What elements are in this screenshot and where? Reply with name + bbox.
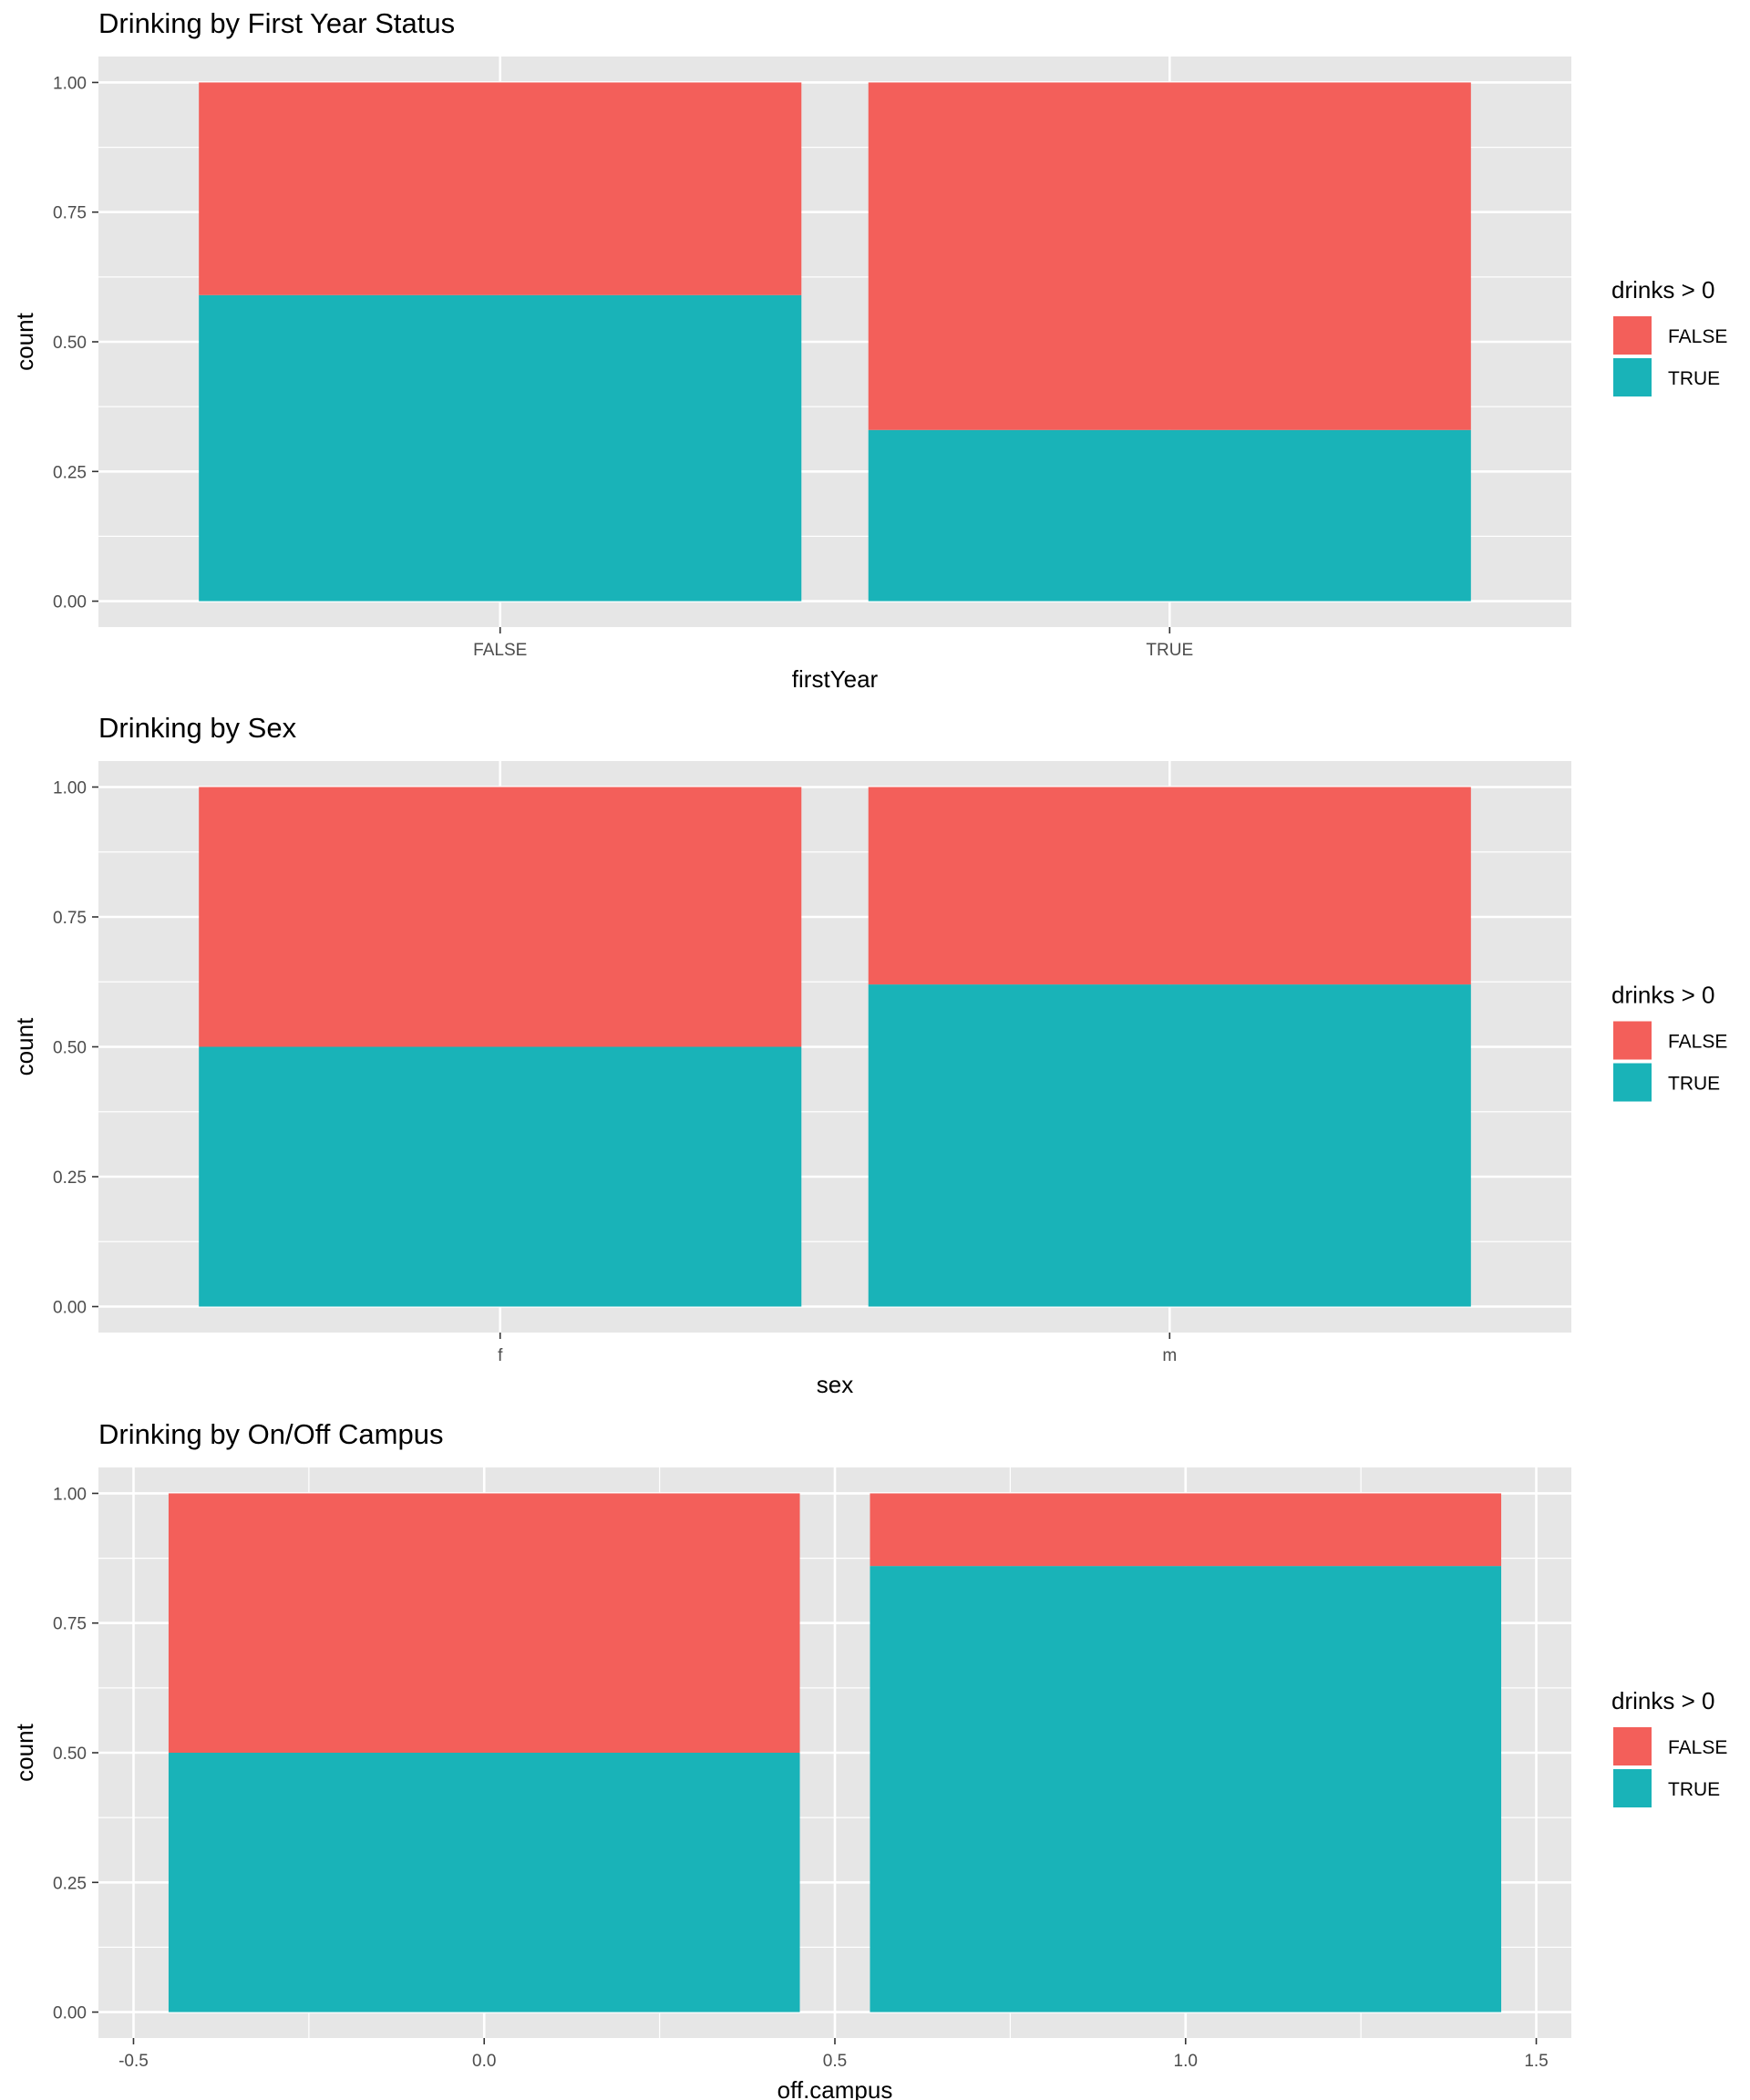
legend-label: FALSE	[1668, 1032, 1727, 1053]
y-axis-title: count	[11, 1017, 38, 1076]
y-tick-label: 0.25	[53, 1874, 87, 1893]
x-tick-label: 0.0	[472, 2052, 496, 2071]
bar-false-1	[199, 787, 802, 1047]
y-tick-label: 0.50	[53, 334, 87, 353]
legend: drinks > 0 FALSE TRUE	[1611, 1687, 1727, 1807]
bar-true-1	[199, 1046, 802, 1307]
x-tick-label: FALSE	[473, 641, 527, 660]
legend-label: FALSE	[1668, 326, 1727, 347]
y-tick-label: 0.00	[53, 593, 87, 612]
chart-1: 0.00 0.25 0.50 0.75 1.00 FALSE TRUE Drinking by…	[11, 7, 1727, 693]
y-tick-label: 0.50	[53, 1039, 87, 1058]
x-tick-label: f	[498, 1346, 503, 1365]
x-tick-label: m	[1162, 1346, 1177, 1365]
y-axis-title: count	[11, 312, 38, 370]
legend-key-false	[1613, 316, 1652, 355]
bar-true-1	[168, 1753, 800, 2012]
legend-label: TRUE	[1668, 1779, 1720, 1800]
y-tick-label: 0.00	[53, 1299, 87, 1318]
legend-label: TRUE	[1668, 1074, 1720, 1095]
chart-2: 0.00 0.25 0.50 0.75 1.00 f m Drinking by Sex sex…	[11, 712, 1727, 1398]
bar-true-2	[868, 984, 1471, 1307]
x-tick-label: 0.5	[823, 2052, 847, 2071]
y-tick-label: 1.00	[53, 1485, 87, 1504]
x-tick-label: TRUE	[1146, 641, 1193, 660]
legend: drinks > 0 FALSE TRUE	[1611, 276, 1727, 396]
bar-false-1	[168, 1493, 800, 1753]
x-axis-title: firstYear	[792, 665, 879, 693]
legend-key-true	[1613, 358, 1652, 396]
y-tick-label: 0.75	[53, 204, 87, 223]
bar-false-1	[199, 82, 802, 295]
bar-true-2	[870, 1566, 1502, 2012]
y-axis-title: count	[11, 1723, 38, 1781]
legend-title: drinks > 0	[1611, 982, 1714, 1009]
chart-title: Drinking by First Year Status	[98, 7, 455, 39]
legend-label: FALSE	[1668, 1737, 1727, 1758]
legend-title: drinks > 0	[1611, 1687, 1714, 1714]
chart-title: Drinking by On/Off Campus	[98, 1418, 443, 1450]
x-axis-title: sex	[817, 1371, 853, 1398]
legend-key-false	[1613, 1021, 1652, 1060]
bar-false-2	[868, 787, 1471, 985]
legend-key-false	[1613, 1727, 1652, 1765]
legend-label: TRUE	[1668, 368, 1720, 389]
y-tick-label: 1.00	[53, 74, 87, 93]
y-tick-label: 0.00	[53, 2004, 87, 2023]
bar-true-2	[868, 429, 1471, 602]
y-tick-label: 0.25	[53, 463, 87, 482]
legend: drinks > 0 FALSE TRUE	[1611, 982, 1727, 1102]
y-tick-label: 0.25	[53, 1168, 87, 1188]
y-tick-label: 1.00	[53, 779, 87, 798]
bar-true-1	[199, 294, 802, 602]
x-axis-title: off.campus	[777, 2076, 893, 2100]
y-tick-label: 0.75	[53, 1615, 87, 1634]
bar-false-2	[868, 82, 1471, 430]
chart-title: Drinking by Sex	[98, 712, 297, 744]
x-tick-label: 1.0	[1174, 2052, 1198, 2071]
y-tick-label: 0.75	[53, 909, 87, 928]
x-tick-label: 1.5	[1524, 2052, 1548, 2071]
bar-false-2	[870, 1493, 1502, 1567]
legend-title: drinks > 0	[1611, 276, 1714, 304]
legend-key-true	[1613, 1769, 1652, 1807]
x-tick-label: -0.5	[118, 2052, 149, 2071]
legend-key-true	[1613, 1063, 1652, 1102]
y-tick-label: 0.50	[53, 1745, 87, 1764]
chart-3: 0.00 0.25 0.50 0.75 1.00 -0.5 0.0 0.5 1.0 1.5 Drin…	[11, 1418, 1727, 2100]
